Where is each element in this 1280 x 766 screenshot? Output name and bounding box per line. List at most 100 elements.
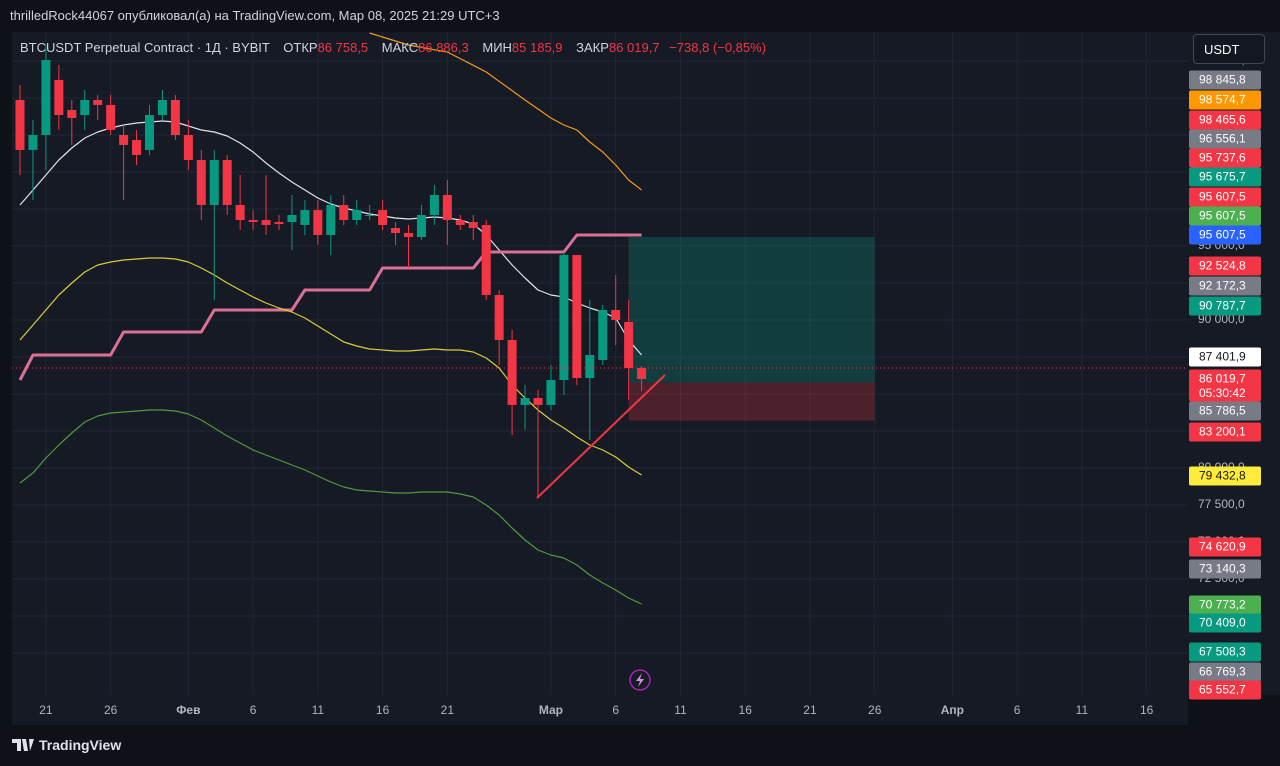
price-badge <box>1189 129 1261 149</box>
price-badge-label: 95 607,5 <box>1199 228 1246 242</box>
ohlc-value: 85 185,9 <box>511 40 563 55</box>
candle-body <box>507 339 517 405</box>
price-badge <box>1189 613 1261 633</box>
price-badge-label: 74 620,9 <box>1199 540 1246 554</box>
candle-body <box>145 115 154 150</box>
brand: TradingView <box>39 737 122 753</box>
take-profit-zone <box>628 237 875 383</box>
price-badge-label: 73 140,3 <box>1199 562 1246 576</box>
candle-body <box>533 397 543 405</box>
price-badge <box>1189 466 1261 486</box>
price-badge-label: 65 552,7 <box>1199 683 1246 697</box>
ohlc-value: 86 019,7 <box>608 40 660 55</box>
price-badge <box>1189 206 1261 226</box>
candle-body <box>624 322 634 369</box>
candle-body <box>455 220 465 225</box>
candle-body <box>378 210 388 225</box>
plot <box>12 32 1188 605</box>
candle-body <box>365 214 375 216</box>
indicator-line <box>18 233 642 381</box>
x-tick-label: 11 <box>1076 703 1089 717</box>
price-badge-label: 96 556,1 <box>1199 132 1246 146</box>
candle-body <box>196 160 206 206</box>
candle-body <box>585 355 595 379</box>
y-tick-label: 77 500,0 <box>1198 497 1245 511</box>
price-badge <box>1189 401 1261 421</box>
candle-body <box>67 109 77 118</box>
price-badge <box>1189 90 1261 110</box>
candle-body <box>468 222 478 229</box>
candle-body <box>598 310 608 360</box>
price-badge <box>1189 537 1261 557</box>
candle-body <box>28 135 38 150</box>
candle-body <box>183 135 193 161</box>
trend-line <box>536 374 666 499</box>
price-badge-label: 67 508,3 <box>1199 645 1246 659</box>
currency-button[interactable]: USDT <box>1193 34 1265 64</box>
candle-body <box>572 255 582 379</box>
x-tick-label: Фев <box>176 703 200 717</box>
countdown: 05:30:42 <box>1199 386 1246 400</box>
candle-body <box>494 294 504 340</box>
price-badge <box>1189 296 1261 316</box>
events-icon[interactable] <box>629 669 651 691</box>
x-tick-label: 21 <box>39 703 53 717</box>
price-badge-label: 86 019,7 <box>1199 372 1246 386</box>
price-badge-label: 98 574,7 <box>1199 93 1246 107</box>
price-badge-label: 70 409,0 <box>1199 616 1246 630</box>
price-badge-label: 66 769,3 <box>1199 665 1246 679</box>
candle-body <box>429 195 439 215</box>
candle-body <box>481 224 491 295</box>
candle-body <box>326 205 336 235</box>
price-badge <box>1189 225 1261 245</box>
candle-body <box>222 160 232 206</box>
price-badge <box>1189 422 1261 442</box>
ohlc-value: 86 886,3 <box>418 40 469 55</box>
price-badge <box>1189 70 1261 90</box>
ohlc-label: ЗАКР <box>576 40 609 55</box>
price-badge-label: 98 465,6 <box>1199 113 1246 127</box>
plot-background <box>12 32 1188 695</box>
price-badge-label: 85 786,5 <box>1199 404 1246 418</box>
candle-body <box>313 210 323 235</box>
price-badge-label: 87 401,9 <box>1199 350 1246 364</box>
candle-body <box>157 100 167 116</box>
price-badge <box>1189 256 1261 276</box>
candle-body <box>339 205 349 221</box>
candle-body <box>119 135 129 145</box>
candle-body <box>546 380 556 405</box>
price-badge <box>1189 595 1261 615</box>
candle-body <box>261 220 271 225</box>
candle-body <box>132 140 142 155</box>
price-badge <box>1189 187 1261 207</box>
ohlc-label: МИН <box>482 40 512 55</box>
x-tick-label: 11 <box>674 703 687 717</box>
candle-body <box>559 255 569 381</box>
stop-loss-zone <box>628 382 875 421</box>
price-badge <box>1189 276 1261 296</box>
indicator-line <box>19 409 642 605</box>
candle-body <box>235 205 245 221</box>
y-tick-label: 90 000,0 <box>1198 312 1245 326</box>
candle-body <box>106 104 116 130</box>
candle-body <box>15 100 25 150</box>
lightning <box>636 673 644 687</box>
price-badge-label: 98 845,8 <box>1199 73 1246 87</box>
x-tick-label: Мар <box>539 703 563 717</box>
price-badge-label: 83 200,1 <box>1199 425 1246 439</box>
x-tick-label: 16 <box>376 703 390 717</box>
ohlc-label: МАКС <box>381 40 419 55</box>
x-tick-label: 6 <box>1014 703 1021 717</box>
candle-body <box>170 100 180 136</box>
price-badge-label: 92 172,3 <box>1199 279 1246 293</box>
price-badge <box>1189 148 1261 168</box>
price-badge <box>1189 347 1261 367</box>
price-badges: 98 845,8 98 574,7 98 465,6 96 556,1 95 737,6… <box>1189 70 1261 700</box>
candle-body <box>80 100 90 116</box>
candle-body <box>416 214 426 237</box>
price-badge <box>1189 642 1261 662</box>
candle-body <box>54 79 64 116</box>
price-badge-label: 95 675,7 <box>1199 170 1246 184</box>
candle-body <box>520 397 530 405</box>
